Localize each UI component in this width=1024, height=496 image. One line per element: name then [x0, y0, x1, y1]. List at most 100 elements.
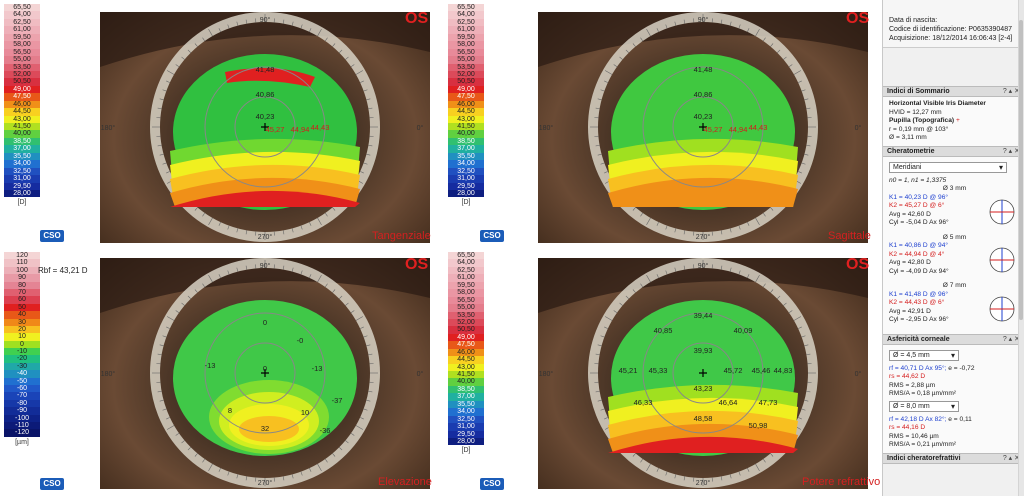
dial-tick [208, 463, 213, 472]
dial-tick [738, 471, 741, 476]
elevation-map[interactable]: 90° 180° 270° 0° 0 -13 0 -13 8 32 10 -36 -37 -0 [100, 258, 430, 489]
k-group: K1 = 41,48 D @ 96° K2 = 44,43 D @ 6° Avg =… [889, 291, 1020, 331]
eyelid [538, 12, 868, 67]
map-type-label: Tangenziale [372, 230, 431, 242]
dial-tick [282, 230, 285, 235]
asphericity-rs: rs = 44,16 D [889, 424, 926, 431]
keratometry-header[interactable]: Cheratometrie ? ▴ ✕ [883, 145, 1024, 157]
sagittal-map[interactable]: 90° 180° 270° 0° 41,48 40,86 40,23 45,27 44,94 44… [538, 12, 868, 243]
panel-controls[interactable]: ? ▴ ✕ [1002, 147, 1020, 155]
asphericity-diameter-select[interactable]: Ø = 8,0 mm [889, 400, 959, 412]
map-value-label: 40,85 [654, 326, 673, 335]
asphericity-rf: rf = 42,18 D Ax 82°; [889, 415, 947, 423]
scale-step: -110 [4, 421, 40, 430]
asphericity-e: e = -0,72 [946, 364, 975, 372]
dial-tick [674, 267, 677, 272]
k-values: K1 = 40,23 D @ 96° K2 = 45,27 D @ 6° Avg =… [889, 194, 949, 228]
center-crosshair-icon [261, 369, 269, 377]
keratometry-mode-select[interactable]: Meridiani [889, 161, 1007, 173]
dial-tick [324, 283, 328, 288]
panel-controls[interactable]: ? ▴ ✕ [1002, 454, 1020, 462]
scale-unit: [D] [461, 447, 471, 454]
map-value-label: 46,33 [634, 398, 653, 407]
scale-step: 53,50 [448, 63, 484, 71]
asphericity-diameter-select[interactable]: Ø = 4,5 mm [889, 349, 959, 361]
scale-step: 65,50 [448, 252, 484, 260]
dial-tick [202, 458, 206, 463]
panel-controls[interactable]: ? ▴ ✕ [1002, 88, 1020, 95]
dial-tick [187, 49, 191, 53]
zone-circle [234, 342, 296, 404]
scale-step: 90 [4, 274, 40, 282]
dial-tick [363, 408, 368, 411]
scale-step: 56,50 [448, 48, 484, 57]
dial-tick [339, 49, 343, 53]
dial-tick [368, 107, 373, 110]
dial-tick [798, 417, 802, 420]
dial-tick [227, 24, 230, 29]
dial-tick [646, 217, 651, 226]
dial-tick [604, 171, 608, 174]
dial-tick [747, 222, 750, 226]
dial-tick [595, 107, 600, 110]
scale-step: -30 [4, 362, 40, 371]
refractive-map[interactable]: 90° 180° 270° 0° 39,44 40,85 40,09 39,93 45,21 45… [538, 258, 868, 489]
map-value-label: -0 [297, 336, 304, 345]
scale-step: 40,00 [4, 130, 40, 138]
panel-scrollbar[interactable] [1018, 0, 1024, 496]
dial-tick [720, 230, 723, 235]
dial-tick [770, 43, 774, 47]
map-value-label: 46,64 [719, 398, 738, 407]
dial-tick [729, 267, 732, 272]
dial-tick [317, 463, 322, 472]
refractive-indices-header[interactable]: Indici cheratorefrattivi ? ▴ ✕ [883, 452, 1024, 464]
map-value-label: 0 [263, 364, 267, 373]
dial-tick [600, 162, 605, 165]
map-value-label: 45,33 [649, 366, 668, 375]
dial-tick [208, 274, 213, 283]
dial-tick [350, 64, 355, 68]
scale-step: 32,50 [448, 415, 484, 424]
panel-controls[interactable]: ? ▴ ✕ [1002, 335, 1020, 343]
k-group: K1 = 40,86 D @ 94° K2 = 44,94 D @ 4° Avg =… [889, 242, 1020, 282]
k-avg: Avg = 42,60 D [889, 210, 931, 218]
dial-tick [227, 270, 230, 275]
dial-tick [368, 144, 373, 147]
dial-tick [202, 283, 206, 288]
dial-tick [175, 310, 180, 314]
k-cyl: Cyl = -2,95 D Ax 96° [889, 316, 949, 323]
dial-tick [683, 19, 686, 24]
map-value-label: 0 [263, 318, 267, 327]
map-value-label: 40,23 [694, 112, 713, 121]
dial-tick [236, 267, 239, 272]
dial-tick [755, 217, 760, 226]
scale-step: 28,00 [448, 189, 484, 198]
scale-step: 43,00 [448, 363, 484, 371]
dial-tick [674, 474, 677, 479]
asphericity-header[interactable]: Asfericità corneale ? ▴ ✕ [883, 333, 1024, 345]
axis-label: 180° [539, 124, 554, 132]
dial-tick [202, 212, 206, 217]
dial-tick [770, 453, 774, 457]
tangential-map[interactable]: 90° 180° 270° 0° 41,48 40,86 40,23 45,27 44,94 44… [100, 12, 430, 243]
scrollbar-thumb[interactable] [1019, 20, 1023, 320]
axis-label: 180° [539, 370, 554, 378]
summary-header[interactable]: Indici di Sommario ? ▴ ✕ [883, 86, 1024, 97]
scale-step: 32,50 [4, 167, 40, 176]
dial-tick [324, 37, 328, 42]
dial-tick [291, 267, 294, 272]
scale-step: 50,50 [448, 78, 484, 86]
pupil-title: Pupilla (Topografica) [889, 117, 955, 124]
map-value-label: 45,21 [619, 366, 638, 375]
scale-step: -90 [4, 407, 40, 415]
scale-step: 61,00 [448, 274, 484, 282]
eye-side-label: OS [405, 10, 429, 27]
scale-step: 49,00 [4, 85, 40, 94]
dial-tick [166, 80, 170, 83]
dial-tick [665, 471, 668, 476]
scale-step: 31,00 [4, 175, 40, 183]
dial-tick [777, 49, 781, 53]
pupil-marker-icon: + [955, 117, 960, 124]
scale-step: 43,00 [448, 115, 484, 123]
map-type-label: Sagittale [828, 230, 871, 242]
